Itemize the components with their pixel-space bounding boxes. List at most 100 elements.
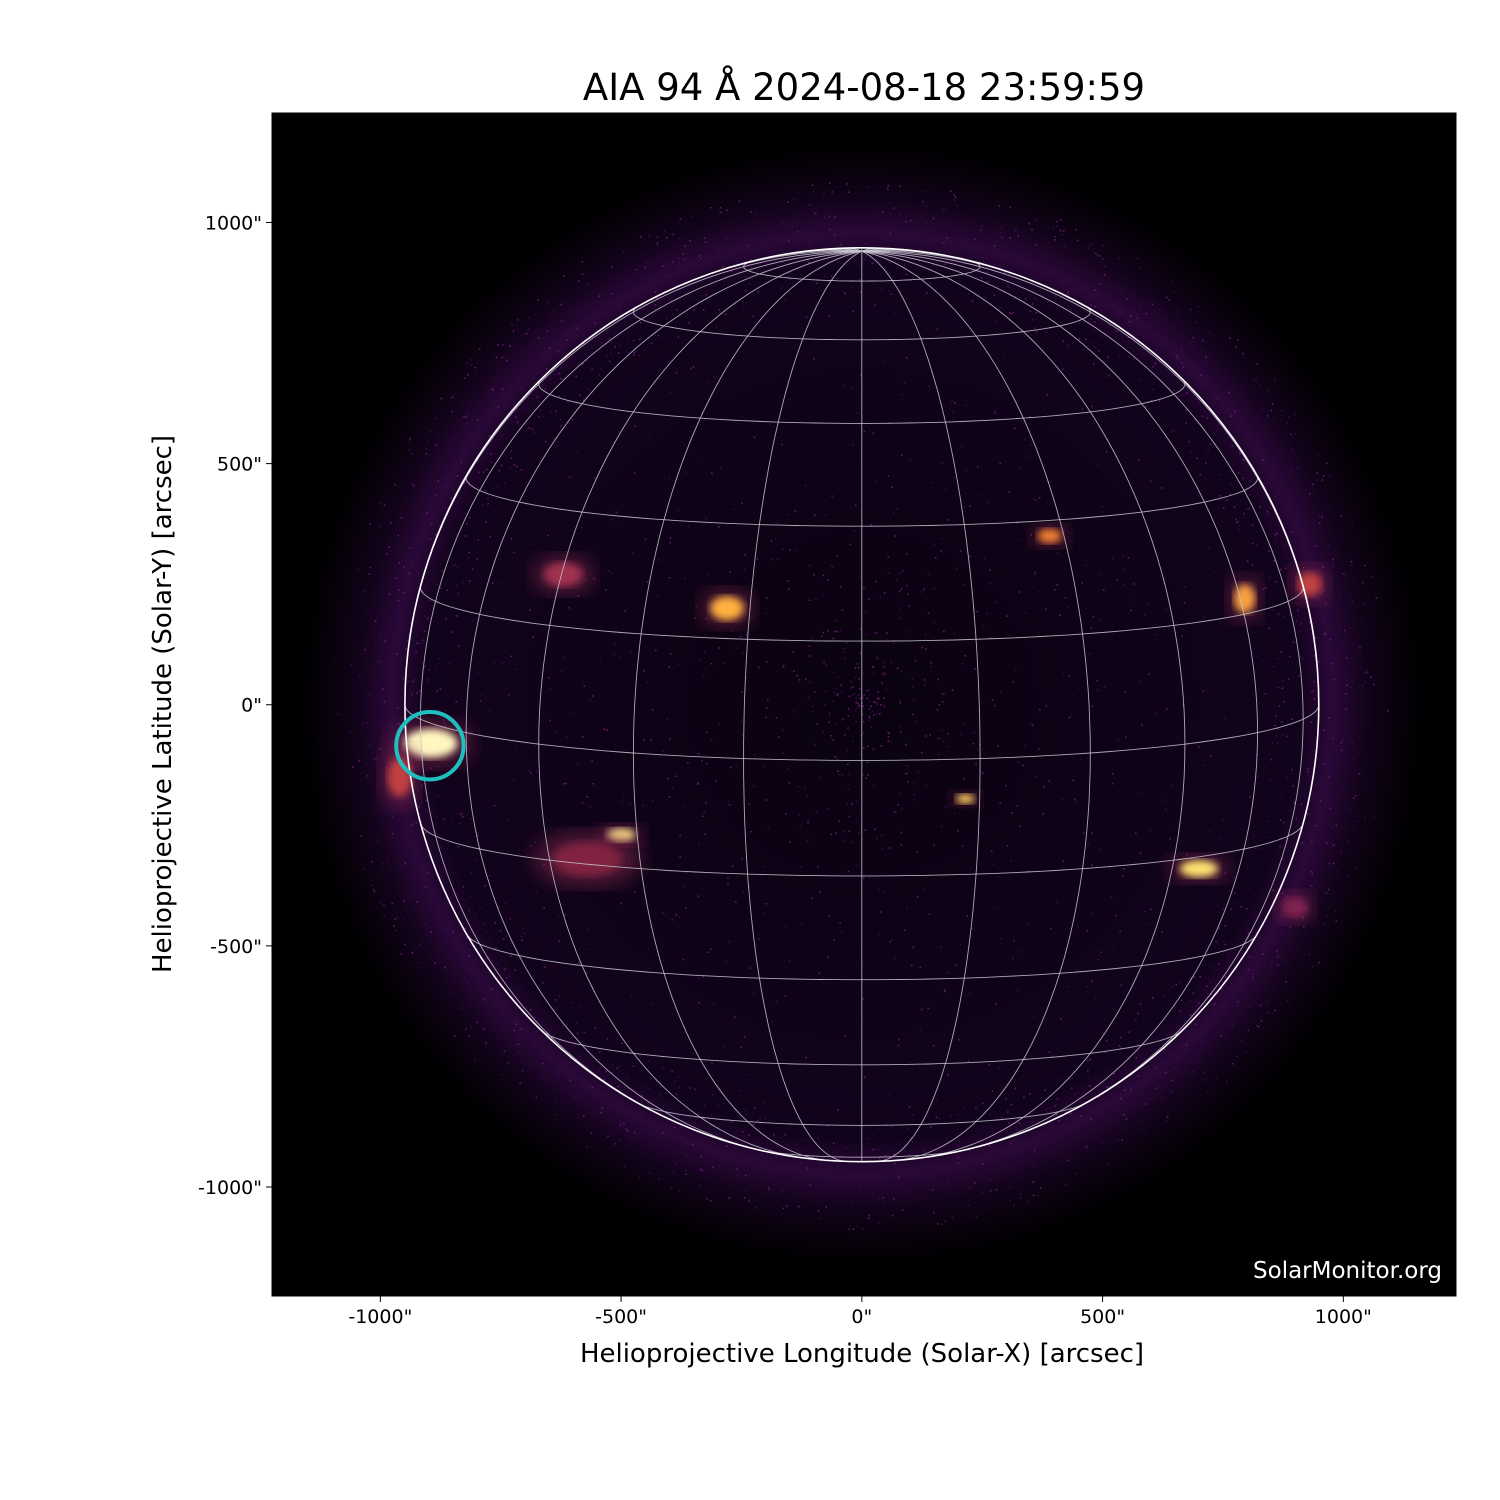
noise-pixel <box>865 777 867 780</box>
noise-pixel <box>880 289 883 291</box>
noise-pixel <box>735 1141 737 1143</box>
noise-pixel <box>474 366 477 369</box>
noise-pixel <box>1274 496 1276 498</box>
noise-pixel <box>627 1130 629 1132</box>
noise-pixel <box>663 274 665 277</box>
noise-pixel <box>1257 1026 1260 1028</box>
noise-pixel <box>1321 479 1324 481</box>
noise-pixel <box>581 802 584 804</box>
noise-pixel <box>822 631 825 634</box>
noise-pixel <box>1122 555 1124 557</box>
noise-pixel <box>956 567 958 570</box>
noise-pixel <box>710 1199 712 1202</box>
noise-pixel <box>730 270 733 272</box>
noise-pixel <box>999 264 1001 266</box>
noise-pixel <box>1318 660 1320 663</box>
noise-pixel <box>788 782 791 784</box>
noise-pixel <box>650 342 653 345</box>
noise-pixel <box>477 834 479 837</box>
noise-pixel <box>1045 331 1048 334</box>
noise-pixel <box>470 968 473 970</box>
noise-pixel <box>1274 540 1277 542</box>
noise-pixel <box>926 222 928 225</box>
noise-pixel <box>1198 1049 1201 1052</box>
noise-pixel <box>811 637 814 640</box>
noise-pixel <box>431 811 433 814</box>
noise-pixel <box>943 242 945 244</box>
noise-pixel <box>521 939 523 941</box>
noise-pixel <box>1185 409 1187 411</box>
noise-pixel <box>412 680 415 683</box>
noise-pixel <box>476 672 479 674</box>
noise-pixel <box>597 1049 599 1051</box>
noise-pixel <box>1239 452 1241 455</box>
noise-pixel <box>373 596 375 598</box>
noise-pixel <box>1222 818 1225 821</box>
noise-pixel <box>1018 1122 1020 1124</box>
noise-pixel <box>424 832 427 834</box>
noise-pixel <box>1209 755 1212 757</box>
noise-pixel <box>944 1220 946 1223</box>
noise-pixel <box>1094 321 1096 323</box>
noise-pixel <box>608 337 611 340</box>
noise-pixel <box>741 1130 744 1133</box>
noise-pixel <box>1075 800 1077 803</box>
noise-pixel <box>613 653 615 656</box>
noise-pixel <box>611 1065 614 1068</box>
noise-pixel <box>1000 307 1002 309</box>
noise-pixel <box>832 1142 835 1145</box>
noise-pixel <box>1310 870 1313 873</box>
noise-pixel <box>517 421 519 424</box>
noise-pixel <box>1054 236 1056 238</box>
noise-pixel <box>583 342 585 344</box>
noise-pixel <box>618 305 621 307</box>
noise-pixel <box>468 1034 471 1037</box>
noise-pixel <box>512 330 515 332</box>
noise-pixel <box>871 262 874 265</box>
noise-pixel <box>416 642 419 645</box>
noise-pixel <box>413 889 415 892</box>
noise-pixel <box>889 941 891 943</box>
noise-pixel <box>950 1115 952 1117</box>
noise-pixel <box>870 726 873 728</box>
noise-pixel <box>718 309 721 311</box>
noise-pixel <box>828 914 830 917</box>
noise-pixel <box>823 661 825 663</box>
noise-pixel <box>393 925 396 927</box>
noise-pixel <box>663 230 666 232</box>
noise-pixel <box>947 519 949 521</box>
noise-pixel <box>944 263 946 266</box>
noise-pixel <box>1268 550 1270 553</box>
noise-pixel <box>846 802 849 805</box>
noise-pixel <box>804 485 807 487</box>
noise-pixel <box>1271 742 1274 744</box>
noise-pixel <box>930 1126 932 1129</box>
noise-pixel <box>856 864 859 867</box>
noise-pixel <box>765 716 767 719</box>
noise-pixel <box>464 927 467 930</box>
noise-pixel <box>402 918 404 921</box>
noise-pixel <box>1038 748 1040 750</box>
noise-pixel <box>842 839 844 842</box>
noise-pixel <box>880 704 882 706</box>
noise-pixel <box>1205 356 1208 359</box>
noise-pixel <box>875 655 878 658</box>
noise-pixel <box>603 728 605 731</box>
noise-pixel <box>1058 1119 1060 1122</box>
noise-pixel <box>508 975 511 977</box>
noise-pixel <box>698 1001 700 1004</box>
noise-pixel <box>457 846 460 848</box>
noise-pixel <box>998 205 1001 207</box>
noise-pixel <box>885 689 887 691</box>
noise-pixel <box>558 940 561 942</box>
noise-pixel <box>1345 693 1347 695</box>
noise-pixel <box>1079 758 1082 761</box>
noise-pixel <box>874 580 877 583</box>
noise-pixel <box>742 891 744 894</box>
noise-pixel <box>753 1124 755 1126</box>
noise-pixel <box>616 284 619 287</box>
noise-pixel <box>435 417 437 420</box>
noise-pixel <box>947 733 950 735</box>
noise-pixel <box>834 756 837 758</box>
noise-pixel <box>1318 522 1321 524</box>
